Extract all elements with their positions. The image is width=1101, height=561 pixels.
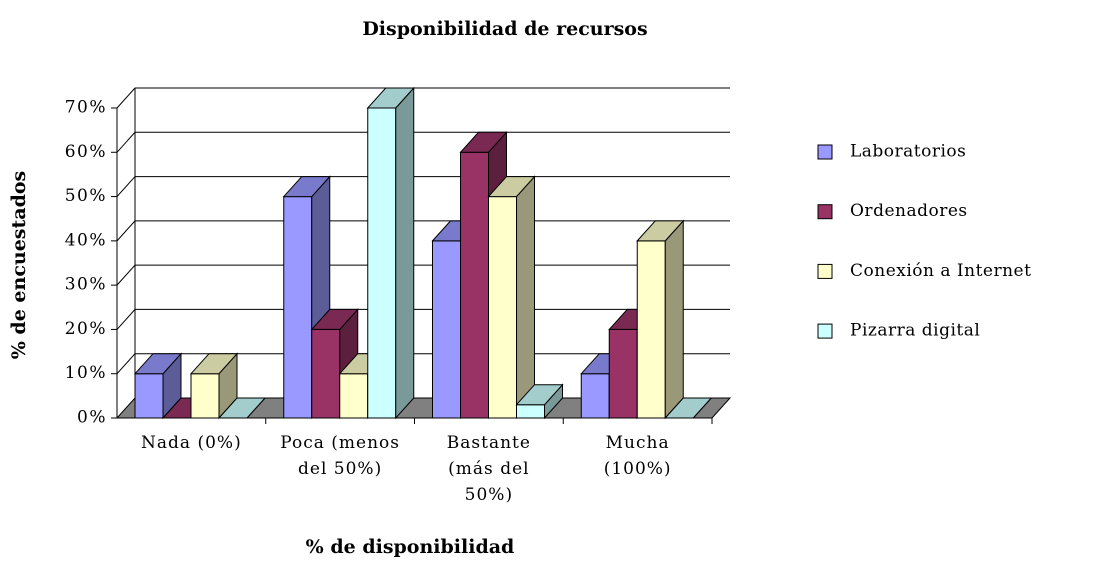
bar-side bbox=[395, 86, 415, 420]
x-tick-label: Mucha (100%) bbox=[603, 433, 672, 479]
bar bbox=[366, 86, 415, 420]
bar bbox=[487, 175, 536, 420]
bar-top bbox=[487, 176, 536, 198]
grid-line bbox=[116, 220, 730, 242]
bar bbox=[189, 352, 239, 420]
y-axis-title: % de encuestados bbox=[8, 171, 30, 359]
bar-front bbox=[608, 328, 638, 419]
bar-front bbox=[636, 240, 666, 419]
y-tick-label: 50% bbox=[65, 186, 107, 206]
bar-front bbox=[367, 107, 397, 419]
bar-top bbox=[459, 131, 508, 153]
y-tick-label: 40% bbox=[65, 230, 107, 250]
bar-top bbox=[189, 353, 239, 375]
legend-swatch bbox=[817, 144, 833, 160]
bar-front bbox=[311, 328, 341, 419]
chart-title: Disponibilidad de recursos bbox=[362, 18, 647, 40]
legend-label: Conexión a Internet bbox=[850, 261, 1031, 281]
grid-line bbox=[116, 131, 730, 153]
bar-front bbox=[488, 196, 517, 419]
bar-front bbox=[134, 373, 164, 419]
bar-top bbox=[366, 87, 415, 109]
bar-top bbox=[217, 397, 267, 419]
bar bbox=[515, 383, 564, 420]
bar bbox=[636, 219, 685, 420]
legend-swatch bbox=[817, 323, 833, 339]
bar-top bbox=[515, 384, 564, 406]
bar bbox=[133, 352, 183, 420]
y-tick-label: 30% bbox=[65, 275, 107, 295]
bar-top bbox=[636, 220, 685, 242]
bar bbox=[217, 397, 267, 419]
bar-front bbox=[432, 240, 461, 419]
x-tick-label: Bastante (más del 50%) bbox=[446, 433, 531, 505]
bar-top bbox=[310, 308, 359, 330]
bar-top bbox=[133, 353, 183, 375]
bar-top bbox=[664, 397, 713, 419]
bar-side bbox=[516, 175, 535, 420]
legend-label: Ordenadores bbox=[850, 201, 968, 221]
x-tick-label: Poca (menos del 50%) bbox=[280, 433, 400, 479]
grid-line bbox=[116, 87, 730, 109]
bar-top bbox=[282, 176, 331, 198]
y-tick-label: 0% bbox=[77, 408, 107, 428]
bar-front bbox=[283, 196, 313, 419]
y-tick-label: 60% bbox=[65, 142, 107, 162]
bar-front bbox=[580, 373, 610, 419]
bar-front bbox=[460, 151, 489, 419]
legend-label: Pizarra digital bbox=[850, 321, 980, 341]
bar-front bbox=[190, 373, 220, 419]
legend-swatch bbox=[817, 204, 833, 220]
legend-label: Laboratorios bbox=[850, 142, 966, 162]
x-axis-title: % de disponibilidad bbox=[306, 536, 515, 558]
y-tick-label: 20% bbox=[65, 319, 107, 339]
bar bbox=[664, 397, 713, 419]
y-tick-label: 10% bbox=[65, 363, 107, 383]
bar-side bbox=[664, 219, 684, 420]
x-tick-label: Nada (0%) bbox=[141, 433, 242, 453]
bar-front bbox=[339, 373, 369, 419]
bar-front bbox=[516, 404, 545, 419]
grid-line bbox=[116, 176, 730, 197]
legend-swatch bbox=[817, 263, 833, 279]
y-tick-label: 70% bbox=[65, 98, 107, 118]
